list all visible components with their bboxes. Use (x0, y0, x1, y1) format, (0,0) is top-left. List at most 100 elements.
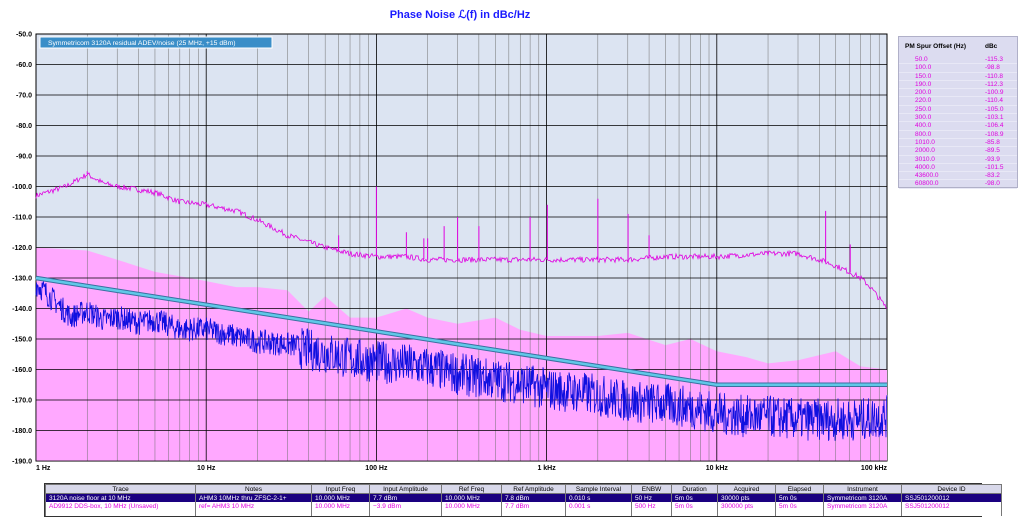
annotation-bg (39, 36, 273, 49)
spur-row: 250.0 -105.0 (899, 105, 1017, 115)
legend-trace-row[interactable]: AD9912 DDS-box, 10 MHz (Unsaved) ref= AHM… (45, 502, 1002, 510)
spur-dbc: -89.5 (985, 147, 1000, 155)
legend-cell (311, 510, 370, 516)
spur-offset: 150.0 (915, 72, 932, 80)
spur-table: PM Spur Offset (Hz) dBc 50.0 -115.3 100.0 -… (898, 36, 1018, 189)
y-tick-label: -150.0 (12, 337, 32, 344)
legend-cell (195, 510, 312, 516)
y-tick-label: -180.0 (12, 428, 32, 435)
spur-row: 3010.0 -93.9 (899, 156, 1017, 164)
legend-cell (369, 510, 442, 516)
legend-cell (671, 510, 718, 516)
legend-cell: Symmetricom 3120A (823, 493, 902, 502)
legend-column-header: ENBW (631, 484, 672, 494)
legend-cell (45, 510, 196, 516)
spur-row: 60800.0 -98.0 (899, 180, 1017, 189)
y-tick-label: -100.0 (12, 184, 32, 191)
legend-empty-row (45, 510, 1002, 516)
spur-dbc: -100.9 (985, 89, 1004, 97)
y-tick-label: -140.0 (12, 306, 32, 313)
spur-dbc: -98.0 (985, 180, 1000, 188)
trace-noise-floor (35, 280, 888, 441)
legend-cell: Symmetricom 3120A (823, 502, 902, 510)
legend-cell: 10.000 MHz (441, 502, 502, 510)
legend-column-header: Input Freq (311, 484, 370, 494)
trace-dds-box (35, 172, 888, 309)
legend-column-header: Instrument (823, 484, 902, 494)
spur-dbc-header: dBc (985, 43, 998, 50)
spur-dbc: -110.4 (985, 97, 1003, 105)
spur-offset: 200.0 (915, 89, 932, 97)
spur-dbc: -93.9 (985, 155, 1000, 163)
spur-offset: 800.0 (915, 130, 932, 138)
spur-dbc: -115.3 (985, 56, 1003, 63)
spur-table-header: PM Spur Offset (Hz) dBc (899, 37, 1017, 56)
legend-cell: 7.7 dBm (501, 502, 566, 510)
spur-row: 220.0 -110.4 (899, 97, 1017, 106)
y-tick-label: -160.0 (12, 367, 32, 374)
spur-dbc: -105.0 (985, 105, 1004, 113)
spur-dbc: -101.5 (985, 163, 1004, 171)
spur-offset: 400.0 (915, 122, 932, 130)
legend-cell (901, 510, 1002, 516)
legend-cell: 10.000 MHz (311, 502, 370, 510)
legend-header-row: Trace Notes Input Freq Input Amplitude Ref F… (45, 484, 1002, 494)
legend-cell: 30000 pts (717, 493, 776, 502)
spur-row: 150.0 -110.8 (899, 73, 1017, 81)
spur-offset: 50.0 (915, 56, 928, 63)
reference-line (35, 276, 887, 387)
legend-cell: AD9912 DDS-box, 10 MHz (Unsaved) (45, 502, 196, 510)
y-tick-label: -90.0 (16, 154, 32, 161)
spur-row: 50.0 -115.3 (899, 56, 1017, 65)
legend-cell: 5m 0s (671, 502, 718, 510)
legend-cell: 0.010 s (565, 493, 632, 502)
y-tick-label: -170.0 (12, 398, 32, 405)
legend-column-header: Ref Freq (441, 484, 502, 494)
legend-cell: 50 Hz (631, 493, 672, 502)
spur-dbc: -85.8 (985, 138, 1000, 146)
y-tick-label: -50.0 (16, 32, 32, 39)
legend-cell (631, 510, 672, 516)
legend-cell: 5m 0s (775, 502, 824, 510)
x-tick-label: 100 kHz (861, 465, 888, 472)
spur-row: 1010.0 -85.8 (899, 138, 1017, 148)
annotation-text: Symmetricom 3120A residual ADEV/noise (2… (48, 40, 236, 47)
spur-offset: 190.0 (915, 80, 932, 88)
y-tick-label: -80.0 (16, 123, 32, 130)
spur-row: 100.0 -98.8 (899, 64, 1017, 73)
spur-offset: 250.0 (915, 105, 932, 113)
spur-dbc: -110.8 (985, 72, 1003, 80)
spur-offset: 1010.0 (915, 138, 935, 146)
legend-trace-row[interactable]: 3120A noise floor at 10 MHz AHM3 10MHz th… (45, 493, 1002, 502)
spur-offset: 2000.0 (915, 147, 935, 155)
legend-column-header: Elapsed (775, 484, 824, 494)
legend-cell (441, 510, 502, 516)
annotation-box: Symmetricom 3120A residual ADEV/noise (2… (39, 36, 273, 49)
spur-dbc: -112.3 (985, 80, 1003, 88)
legend-cell: 7.7 dBm (369, 493, 442, 502)
spur-offset-header: PM Spur Offset (Hz) (905, 43, 967, 50)
legend-cell (717, 510, 776, 516)
legend-column-header: Acquired (717, 484, 776, 494)
legend-cell: ref= AHM3 10 MHz (195, 502, 312, 510)
spur-rows: 50.0 -115.3 100.0 -98.8 150.0 -110.8 190.0 -112… (899, 56, 1017, 189)
noise-floor-shade (36, 247, 887, 461)
y-tick-label: -70.0 (16, 93, 32, 100)
legend-cell: SSJ501200012 (901, 493, 1002, 502)
phase-noise-plot[interactable]: -50.0 -60.0 -70.0 -80.0 -90.0 -100.0 -110.0 -12… (0, 0, 1024, 480)
y-tick-label: -130.0 (12, 276, 32, 283)
spur-row: 4000.0 -101.5 (899, 163, 1017, 173)
x-tick-label: 1 Hz (36, 465, 51, 472)
legend-cell: 10.000 MHz (311, 493, 370, 502)
spur-dbc: -98.8 (985, 64, 1000, 72)
legend-column-header: Notes (195, 484, 312, 494)
spur-row: 800.0 -108.9 (899, 131, 1017, 139)
spur-offset: 4000.0 (915, 163, 935, 171)
spur-offset: 3010.0 (915, 155, 935, 163)
legend-cell: 5m 0s (775, 493, 824, 502)
x-tick-label: 10 Hz (197, 465, 216, 472)
y-tick-label: -190.0 (12, 459, 32, 466)
spur-dbc: -83.2 (985, 172, 1000, 180)
legend-cell (823, 510, 902, 516)
spur-dbc: -106.4 (985, 122, 1004, 130)
